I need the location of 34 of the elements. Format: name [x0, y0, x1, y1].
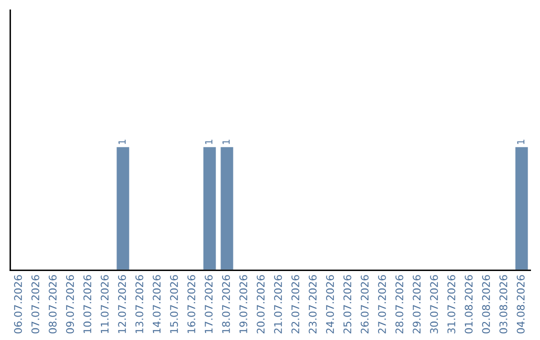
x-tick-label: 03.08.2026 [499, 275, 508, 334]
x-tick-label: 12.07.2026 [118, 275, 126, 333]
x-tick-label: 25.07.2026 [343, 275, 352, 334]
x-tick-label: 11.07.2026 [100, 275, 109, 333]
x-tick-label: 30.07.2026 [430, 275, 438, 334]
x-tick-label: 19.07.2026 [239, 275, 248, 333]
data-label: 1 [517, 140, 524, 144]
x-tick-label: 08.07.2026 [48, 275, 57, 334]
x-tick-label: 23.07.2026 [308, 275, 317, 334]
x-tick-label: 06.07.2026 [14, 275, 22, 334]
x-tick-label: 14.07.2026 [152, 275, 161, 333]
x-tick-label: 21.07.2026 [274, 275, 282, 334]
data-label: 1 [205, 140, 212, 144]
x-tick-label: 18.07.2026 [222, 275, 230, 333]
x-tick-label: 16.07.2026 [187, 275, 196, 333]
x-tick-label: 02.08.2026 [482, 275, 490, 334]
x-tick-label: 10.07.2026 [83, 275, 92, 333]
x-tick-label: 15.07.2026 [170, 275, 178, 333]
data-label: 1 [118, 140, 126, 144]
x-tick-label: 20.07.2026 [256, 275, 265, 334]
x-tick-label: 13.07.2026 [135, 275, 144, 333]
x-tick-label: 07.07.2026 [31, 275, 40, 334]
x-tick-label: 17.07.2026 [204, 275, 213, 333]
x-tick-label: 29.07.2026 [412, 275, 421, 334]
x-tick-label: 26.07.2026 [360, 275, 369, 334]
x-tick-label: 01.08.2026 [464, 275, 473, 334]
x-tick-label: 27.07.2026 [378, 275, 386, 334]
x-tick-label: 28.07.2026 [395, 275, 404, 334]
x-tick-label: 04.08.2026 [516, 275, 525, 334]
data-label: 1 [222, 140, 230, 144]
x-tick-label: 09.07.2026 [66, 275, 74, 334]
x-tick-label: 31.07.2026 [447, 275, 456, 334]
x-tick-label: 22.07.2026 [291, 275, 300, 334]
x-tick-label: 24.07.2026 [326, 275, 334, 334]
